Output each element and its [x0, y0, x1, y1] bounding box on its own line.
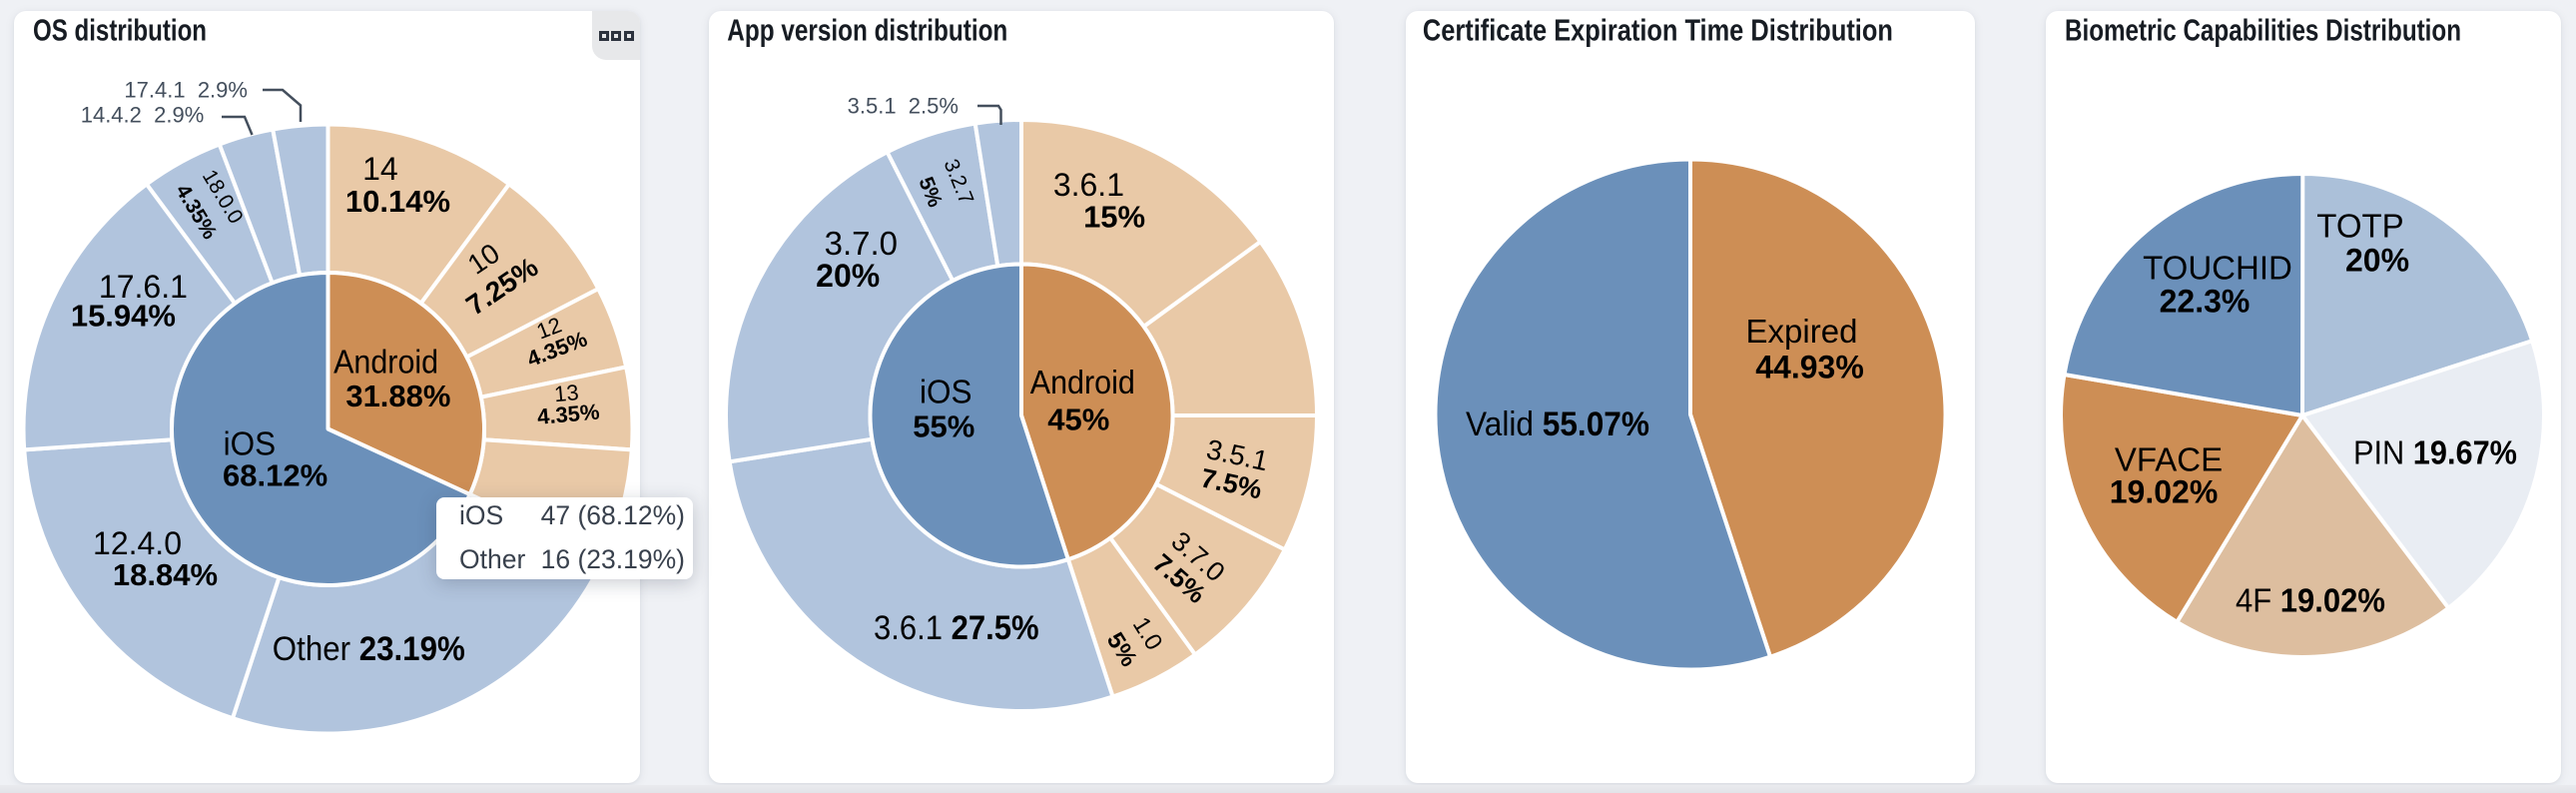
svg-text:31.88%: 31.88% — [345, 379, 450, 413]
svg-text:17.4.1 2.9%: 17.4.1 2.9% — [124, 78, 248, 103]
svg-text:Valid 55.07%: Valid 55.07% — [1466, 405, 1649, 443]
svg-text:App version distribution: App version distribution — [727, 13, 1007, 48]
svg-text:3.6.1: 3.6.1 — [1053, 167, 1124, 203]
svg-text:Expired: Expired — [1746, 313, 1858, 350]
svg-text:14: 14 — [362, 151, 398, 187]
svg-text:68.12%: 68.12% — [223, 458, 327, 493]
svg-text:45%: 45% — [1047, 402, 1109, 437]
svg-text:3.7.0: 3.7.0 — [825, 225, 898, 262]
svg-text:Other 23.19%: Other 23.19% — [273, 630, 465, 668]
svg-text:13: 13 — [553, 380, 580, 406]
svg-text:4F 19.02%: 4F 19.02% — [2236, 582, 2385, 619]
svg-text:20%: 20% — [816, 258, 880, 294]
svg-text:17.6.1: 17.6.1 — [99, 269, 188, 305]
svg-text:12.4.0: 12.4.0 — [93, 525, 182, 561]
svg-text:15.94%: 15.94% — [71, 299, 176, 334]
svg-text:10.14%: 10.14% — [345, 184, 450, 219]
svg-text:VFACE: VFACE — [2115, 441, 2223, 478]
svg-text:iOS: iOS — [224, 425, 277, 462]
svg-text:Android: Android — [333, 344, 438, 381]
svg-text:18.84%: 18.84% — [113, 557, 218, 592]
svg-text:Biometric Capabilities Distrib: Biometric Capabilities Distribution — [2065, 13, 2461, 48]
svg-text:3.6.1 27.5%: 3.6.1 27.5% — [874, 609, 1039, 647]
svg-text:15%: 15% — [1083, 199, 1145, 234]
svg-text:iOS: iOS — [920, 374, 972, 410]
svg-text:Certificate Expiration Time Di: Certificate Expiration Time Distribution — [1423, 13, 1893, 48]
svg-text:TOUCHID: TOUCHID — [2143, 250, 2292, 287]
svg-text:3.5.1 2.5%: 3.5.1 2.5% — [848, 93, 959, 118]
svg-text:55%: 55% — [913, 409, 974, 444]
svg-text:PIN 19.67%: PIN 19.67% — [2353, 434, 2517, 471]
svg-text:TOTP: TOTP — [2316, 208, 2403, 245]
svg-text:20%: 20% — [2345, 242, 2409, 278]
svg-text:Android: Android — [1030, 364, 1135, 400]
svg-text:14.4.2 2.9%: 14.4.2 2.9% — [81, 102, 205, 127]
svg-text:22.3%: 22.3% — [2160, 283, 2251, 319]
svg-text:19.02%: 19.02% — [2110, 473, 2219, 509]
svg-text:OS distribution: OS distribution — [33, 13, 207, 48]
svg-text:4.35%: 4.35% — [536, 399, 600, 429]
svg-text:44.93%: 44.93% — [1755, 349, 1864, 385]
